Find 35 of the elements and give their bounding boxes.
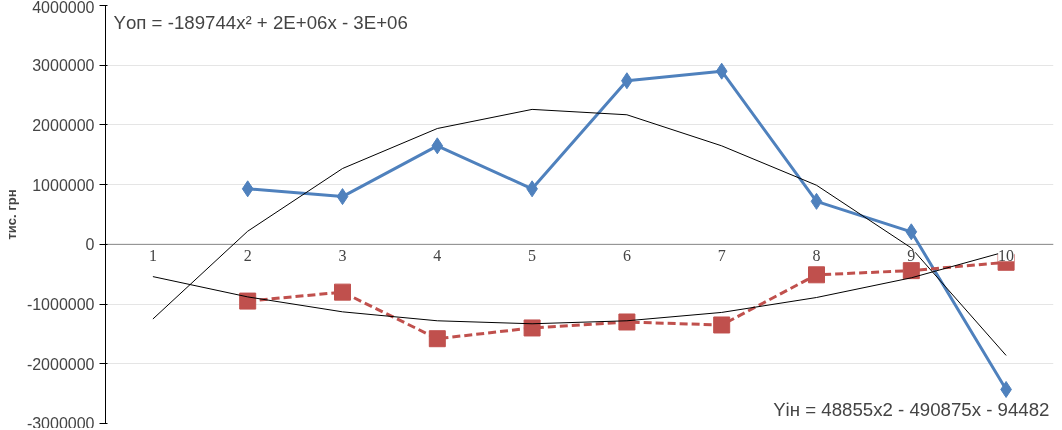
x-tick-label: 5 <box>528 247 537 265</box>
x-tick-label: 7 <box>717 247 726 265</box>
point <box>334 283 351 301</box>
x-tick-label: 3 <box>338 247 347 265</box>
point <box>523 319 541 337</box>
point <box>618 313 636 331</box>
y-tick-label: 3000000 <box>32 57 95 75</box>
point <box>431 137 444 155</box>
point <box>905 223 918 241</box>
point <box>715 62 728 80</box>
point <box>239 292 257 310</box>
y-tick-label: 4000000 <box>32 0 95 16</box>
y-tick-label: -1000000 <box>26 296 95 314</box>
y-tick-label: 2000000 <box>32 116 95 134</box>
point <box>810 192 823 210</box>
y-tick-label: -3000000 <box>26 414 95 430</box>
point <box>808 266 825 284</box>
y-tick-label: 0 <box>85 236 95 254</box>
x-tick-label: 9 <box>907 247 916 265</box>
point <box>336 188 349 206</box>
x-tick-label: 8 <box>812 247 821 265</box>
y-axis-title: тис. грн <box>3 189 19 240</box>
x-tick-label: 2 <box>243 247 252 265</box>
annotation: Yін = 48855x2 - 490875x - 94482 <box>773 398 1050 420</box>
x-tick-label: 1 <box>148 247 157 265</box>
y-tick-label: 1000000 <box>32 176 95 194</box>
point <box>713 316 731 334</box>
x-tick-label: 4 <box>433 247 442 265</box>
x-tick-label: 10 <box>998 247 1015 265</box>
annotation: Yоп = -189744x² + 2E+06x - 3E+06 <box>113 11 408 33</box>
point <box>241 180 254 198</box>
point <box>428 330 446 348</box>
point <box>902 262 920 280</box>
y-tick-label: -2000000 <box>26 355 95 373</box>
x-tick-label: 6 <box>622 247 631 265</box>
